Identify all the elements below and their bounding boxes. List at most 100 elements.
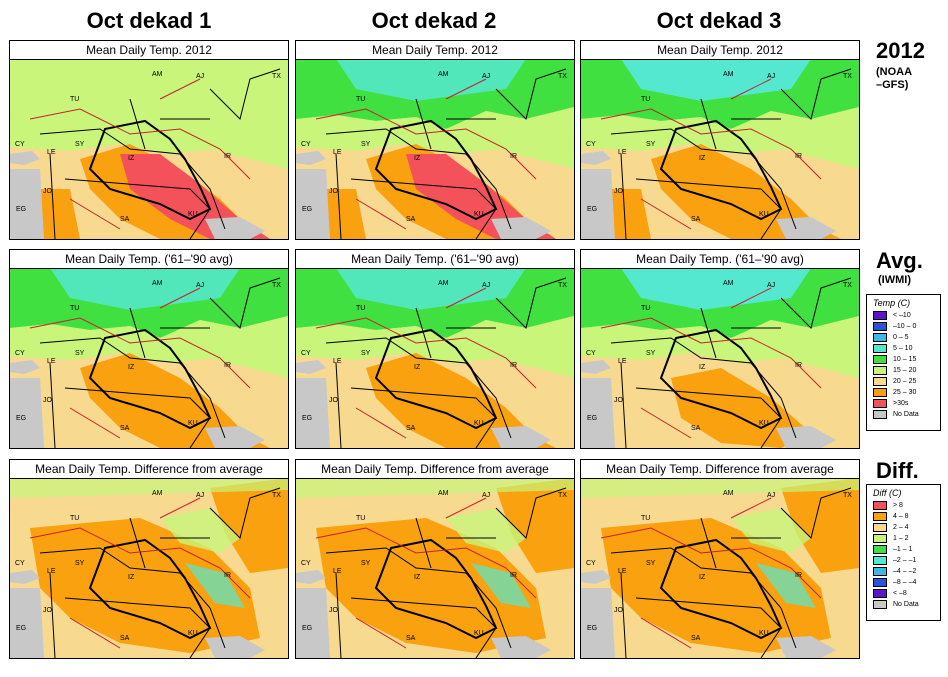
place-label: LE (333, 358, 342, 365)
country-border (49, 153, 56, 239)
place-label: LE (618, 568, 627, 575)
place-label: TU (70, 305, 80, 312)
mild-zone (296, 316, 574, 378)
diff-neutral-zone (296, 478, 574, 498)
panel-title: Mean Daily Temp. ('61–'90 avg) (581, 250, 859, 269)
place-label: IZ (128, 364, 135, 371)
diff-legend-item: –2 – –1 (867, 555, 940, 566)
temp-legend-label: < –10 (893, 312, 911, 319)
temp-legend-item: 25 – 30 (867, 387, 940, 398)
place-label: TX (558, 282, 567, 289)
temp-legend-label: 10 – 15 (893, 356, 917, 363)
diff-legend-item: 1 – 2 (867, 533, 940, 544)
gulf-nodata (776, 426, 836, 448)
place-label: JO (43, 607, 52, 614)
road-network (600, 78, 822, 230)
temp-legend-swatch (873, 366, 887, 375)
place-label: IR (224, 153, 231, 160)
diff-legend-swatch (873, 589, 887, 598)
map-panel-r1-c3: Mean Daily Temp. 2012 AM AJ TX TU SY IR JO EG SA K… (580, 40, 860, 240)
country-border (335, 572, 342, 658)
temp-legend-item: < –10 (867, 310, 940, 321)
place-label: JO (43, 397, 52, 404)
diff-legend-item: –8 – –4 (867, 577, 940, 588)
diff-legend-label: < –8 (893, 590, 907, 597)
place-label: IR (510, 153, 517, 160)
place-label: SY (646, 560, 656, 567)
iraq-border (88, 328, 212, 430)
temp-legend-label: 25 – 30 (893, 389, 917, 396)
diff-legend-swatch (873, 534, 887, 543)
cool-north-zone (10, 59, 288, 129)
place-label: IR (510, 572, 517, 579)
aqua-mountain-zone (336, 59, 526, 101)
country-border (620, 362, 627, 448)
place-label: AJ (767, 282, 776, 289)
country-border (64, 178, 211, 239)
diff-legend-label: –2 – –1 (893, 557, 917, 564)
road-network (29, 497, 251, 649)
place-label: AM (438, 490, 449, 497)
place-label: AJ (767, 73, 776, 80)
iraq-border (659, 538, 783, 640)
place-label: TX (843, 73, 852, 80)
column-header-dekad-2: Oct dekad 2 (371, 8, 497, 33)
place-label: CY (586, 560, 596, 567)
place-label: TU (356, 96, 366, 103)
place-label: KU (188, 420, 198, 427)
place-label: IZ (128, 574, 135, 581)
temp-legend-swatch (873, 311, 887, 320)
place-label: CY (301, 141, 311, 148)
diff-legend-label: –4 – –2 (893, 568, 917, 575)
panel-title: Mean Daily Temp. 2012 (581, 41, 859, 60)
place-label: SY (361, 350, 371, 357)
sea-nodata (10, 378, 44, 448)
place-label: TX (843, 492, 852, 499)
map-panel-r3-c2: Mean Daily Temp. Difference from average… (295, 459, 575, 659)
diff-legend-title: Diff (C) (873, 488, 902, 498)
place-label: TU (356, 305, 366, 312)
place-label: TU (641, 515, 651, 522)
place-label: SA (120, 635, 130, 642)
map-panel-r2-c3: Mean Daily Temp. ('61–'90 avg) AM AJ TX TU SY… (580, 249, 860, 449)
country-border (780, 68, 852, 120)
place-label: JO (614, 607, 623, 614)
mild-zone (581, 107, 859, 169)
place-label: EG (302, 206, 313, 213)
map-canvas (10, 59, 288, 239)
hot-zone (651, 144, 841, 239)
country-border (129, 517, 146, 569)
temp-legend-item: 15 – 20 (867, 365, 940, 376)
place-label: TX (272, 73, 281, 80)
mild-zone (10, 107, 288, 169)
place-label: IR (510, 362, 517, 369)
country-border (415, 307, 432, 359)
diff-warm-zone-ne (781, 478, 859, 573)
place-label: JO (329, 607, 338, 614)
place-label: EG (587, 625, 598, 632)
temp-legend-swatch (873, 355, 887, 364)
place-label: SA (406, 425, 416, 432)
iraq-border (88, 119, 212, 221)
temp-legend-item: 10 – 15 (867, 354, 940, 365)
sea-nodata (581, 378, 615, 448)
diff-legend-label: No Data (893, 601, 919, 608)
aqua-mountain-zone (621, 268, 811, 310)
panel-title: Mean Daily Temp. Difference from average (581, 460, 859, 479)
place-label: LE (333, 149, 342, 156)
diff-warm-zone (601, 518, 831, 653)
country-border (780, 487, 852, 539)
diff-cool-zone (756, 563, 816, 608)
place-label: SA (120, 216, 130, 223)
iraq-border (374, 328, 498, 430)
country-border (209, 68, 281, 120)
panel-title: Mean Daily Temp. 2012 (10, 41, 288, 60)
country-border (700, 517, 717, 569)
panel-title: Mean Daily Temp. 2012 (296, 41, 574, 60)
place-label: KU (188, 630, 198, 637)
place-label: TU (70, 96, 80, 103)
diff-legend-label: > 8 (893, 502, 903, 509)
iraq-border (659, 119, 783, 221)
place-label: SY (75, 350, 85, 357)
diff-legend-item: < –8 (867, 588, 940, 599)
